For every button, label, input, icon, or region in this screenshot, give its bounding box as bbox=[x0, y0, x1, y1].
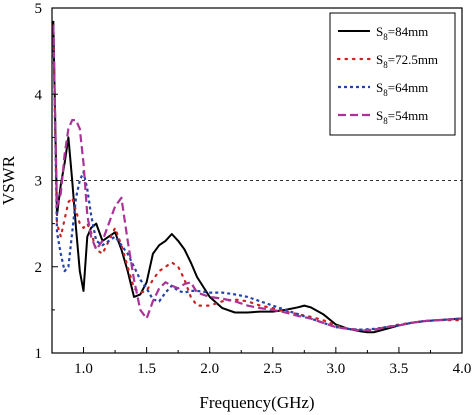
y-tick-label: 5 bbox=[35, 1, 43, 17]
series-line-4 bbox=[52, 25, 463, 332]
y-tick-label: 1 bbox=[35, 346, 43, 362]
y-tick-label: 2 bbox=[35, 260, 43, 276]
x-tick-label: 3.5 bbox=[390, 361, 409, 377]
y-tick-label: 3 bbox=[35, 174, 43, 190]
legend-label-2: S8=72.5mm bbox=[376, 52, 438, 70]
legend-label-3: S8=64mm bbox=[376, 80, 428, 98]
x-tick-label: 4.0 bbox=[453, 361, 472, 377]
legend-label-4: S8=54mm bbox=[376, 108, 428, 126]
y-axis-title: VSWR bbox=[0, 155, 18, 205]
legend-label-1: S8=84mm bbox=[376, 24, 428, 42]
ticks-layer: 1.0 1.5 2.0 2.5 3.0 3.5 4.0 1 2 3 4 5 bbox=[35, 1, 472, 377]
x-tick-label: 2.5 bbox=[263, 361, 282, 377]
x-tick-label: 3.0 bbox=[326, 361, 345, 377]
y-tick-label: 4 bbox=[35, 87, 43, 103]
x-tick-label: 2.0 bbox=[200, 361, 219, 377]
x-tick-label: 1.5 bbox=[137, 361, 156, 377]
series-layer bbox=[52, 20, 464, 334]
x-axis-title: Frequency(GHz) bbox=[199, 393, 314, 412]
axis-titles: Frequency(GHz) VSWR bbox=[0, 155, 315, 412]
series-line-1 bbox=[52, 20, 463, 334]
x-tick-label: 1.0 bbox=[74, 361, 93, 377]
legend: S8=84mm S8=72.5mm S8=64mm S8=54mm bbox=[329, 12, 456, 136]
